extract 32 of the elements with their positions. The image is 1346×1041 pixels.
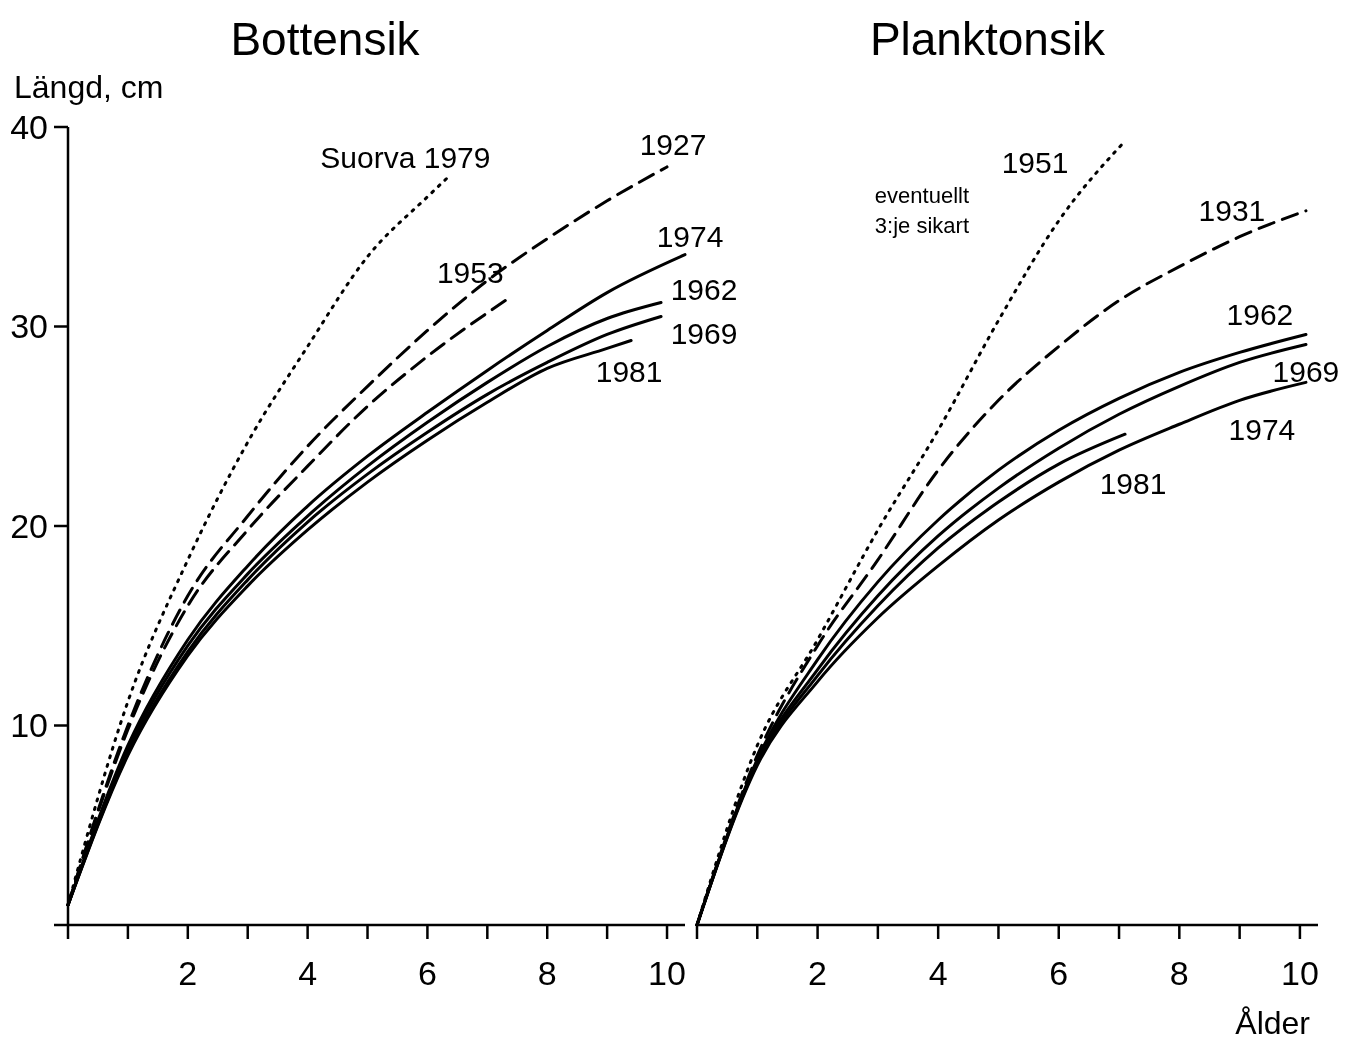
annotation: eventuellt 3:je sikart — [874, 182, 970, 238]
series-label: 1974 — [1228, 413, 1296, 447]
x-tick-label: 10 — [648, 954, 686, 992]
x-tick-label: 4 — [928, 954, 948, 992]
y-axis-title: Längd, cm — [14, 69, 164, 105]
x-tick-label: 8 — [537, 954, 557, 992]
series-label: 1981 — [1099, 467, 1167, 501]
x-tick-label: 10 — [1281, 954, 1319, 992]
series-label: 1931 — [1198, 193, 1266, 227]
x-tick-label: 2 — [178, 954, 198, 992]
series-label: 1974 — [656, 219, 724, 253]
series-label: 1969 — [1272, 355, 1340, 389]
series-label: 1951 — [1001, 145, 1069, 179]
y-tick-label: 20 — [10, 506, 48, 545]
series-label: 1962 — [670, 272, 738, 306]
y-tick-label: 40 — [10, 107, 48, 146]
chart-title: Bottensik — [230, 13, 421, 65]
series-label: 1962 — [1226, 298, 1294, 332]
x-tick-label: 6 — [417, 954, 437, 992]
series-label: 1981 — [595, 355, 663, 389]
x-tick-label: 4 — [298, 954, 318, 992]
series-label: Suorva 1979 — [320, 140, 491, 174]
y-tick-label: 30 — [10, 307, 48, 346]
chart-title: Planktonsik — [869, 13, 1107, 65]
x-tick-label: 6 — [1049, 954, 1069, 992]
y-tick-label: 10 — [10, 706, 48, 745]
series-label: 1927 — [639, 127, 707, 161]
x-axis-title: Ålder — [1235, 1005, 1311, 1041]
series-label: 1969 — [670, 316, 738, 350]
x-tick-label: 2 — [808, 954, 828, 992]
series-label: 1953 — [436, 255, 504, 289]
x-tick-label: 8 — [1169, 954, 1189, 992]
